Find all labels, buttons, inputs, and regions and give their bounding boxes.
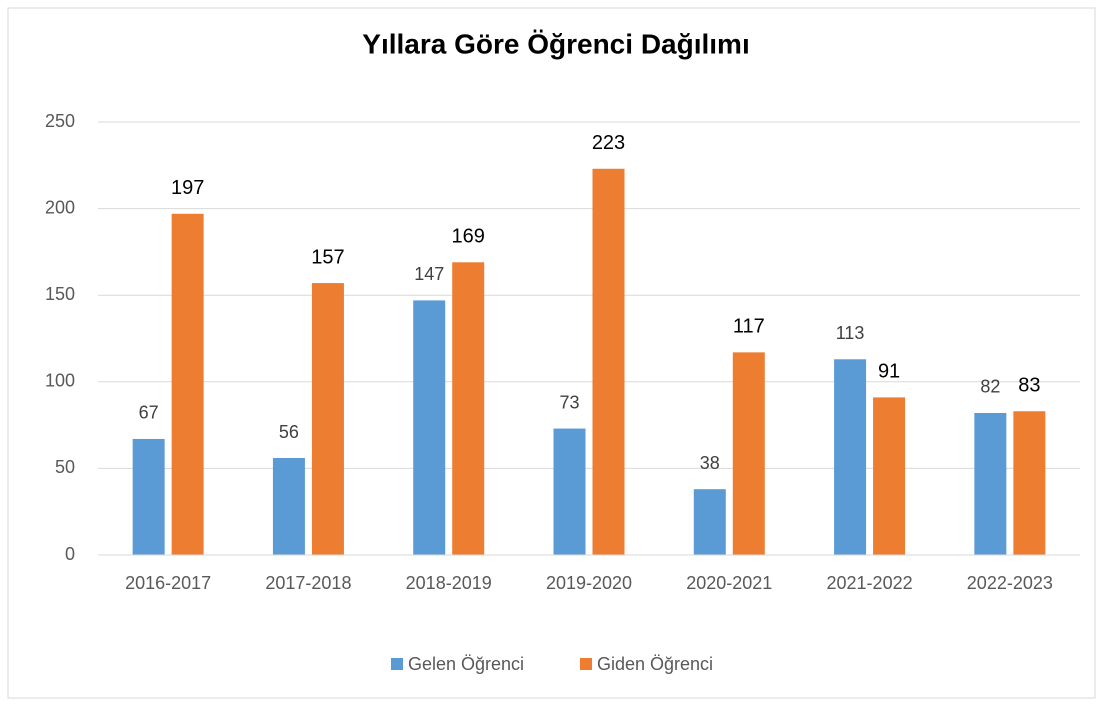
data-label: 91	[878, 361, 900, 383]
x-tick-label: 2019-2020	[546, 573, 632, 593]
y-tick-label: 250	[45, 111, 75, 131]
bar	[452, 262, 485, 555]
bar	[311, 283, 344, 555]
y-tick-label: 100	[45, 371, 75, 391]
data-label: 67	[139, 403, 159, 423]
bar	[171, 213, 204, 555]
y-tick-label: 50	[55, 457, 75, 477]
data-label: 82	[980, 377, 1000, 397]
data-label: 73	[559, 392, 579, 412]
data-label: 117	[733, 316, 765, 338]
bar	[834, 359, 867, 555]
bar	[413, 300, 446, 555]
bar	[693, 489, 726, 555]
bar	[732, 352, 765, 555]
legend-label: Giden Öğrenci	[597, 654, 713, 674]
x-tick-label: 2022-2023	[967, 573, 1053, 593]
legend-label: Gelen Öğrenci	[408, 654, 524, 674]
data-label: 38	[700, 453, 720, 473]
y-tick-label: 0	[65, 544, 75, 564]
x-tick-label: 2017-2018	[265, 573, 351, 593]
data-label: 83	[1018, 375, 1040, 397]
x-tick-label: 2020-2021	[686, 573, 772, 593]
x-tick-label: 2016-2017	[125, 573, 211, 593]
bar	[873, 397, 906, 555]
y-tick-label: 150	[45, 284, 75, 304]
x-tick-label: 2021-2022	[827, 573, 913, 593]
data-label: 157	[311, 246, 344, 268]
chart-border	[7, 7, 1096, 699]
data-label: 147	[414, 264, 444, 284]
bar	[272, 458, 305, 555]
bar	[974, 412, 1007, 555]
bar	[132, 438, 165, 555]
y-tick-label: 200	[45, 197, 75, 217]
legend-swatch	[580, 658, 592, 670]
data-label: 223	[592, 132, 625, 154]
bar	[553, 428, 586, 555]
bar	[1013, 411, 1046, 555]
data-label: 113	[836, 323, 865, 343]
data-label: 197	[171, 177, 204, 199]
legend-swatch	[391, 658, 403, 670]
data-label: 169	[452, 226, 485, 248]
chart-title: Yıllara Göre Öğrenci Dağılımı	[362, 28, 749, 59]
data-label: 56	[279, 422, 299, 442]
bar	[592, 168, 625, 555]
x-tick-label: 2018-2019	[406, 573, 492, 593]
